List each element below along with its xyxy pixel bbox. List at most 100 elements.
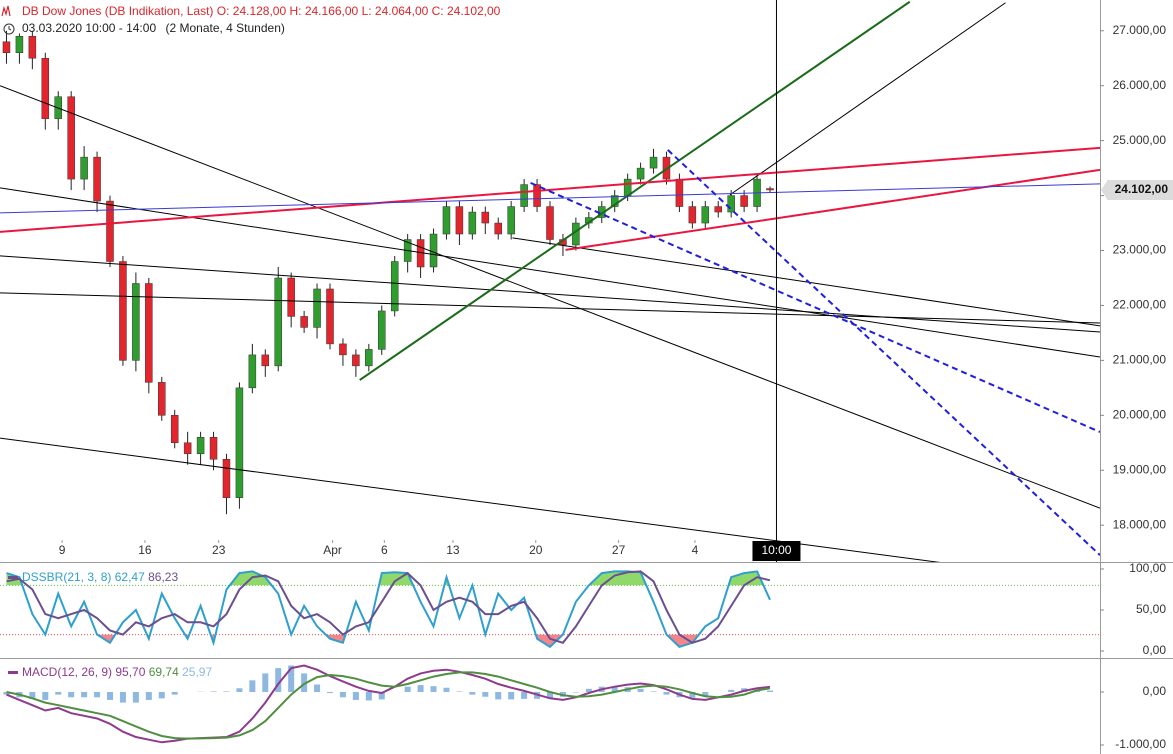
candle-body (183, 442, 192, 455)
candle-body (352, 354, 360, 367)
histogram-bar (404, 686, 411, 692)
trend-line (0, 183, 1100, 214)
candle-body (93, 156, 101, 202)
candle-body (507, 206, 515, 235)
candle-body (468, 211, 477, 235)
histogram-bar (94, 691, 101, 698)
chart-icon (1, 5, 11, 17)
candle-body (313, 288, 321, 328)
overbought-fill (6, 571, 764, 586)
histogram-bar (275, 668, 282, 692)
candle-body (170, 415, 179, 444)
y-tick-label: 0,00 (1143, 684, 1167, 698)
histogram-bar (145, 691, 152, 700)
last-price-box (1107, 179, 1173, 200)
last-price-pointer (1101, 180, 1107, 199)
histogram-bar (42, 691, 49, 700)
legend-value: 86,23 (148, 570, 178, 584)
legend-value: 95,70 (115, 665, 145, 679)
candle-body (300, 316, 308, 328)
candle-body (649, 156, 658, 169)
candle-body (209, 437, 218, 460)
histogram-bar (611, 686, 618, 692)
histogram-bar (171, 691, 178, 695)
histogram-bar (68, 691, 75, 698)
legend-value: 62,47 (115, 570, 145, 584)
histogram-bar (55, 691, 62, 695)
candle-body (714, 206, 722, 213)
candle-body (67, 96, 75, 180)
candle-body (80, 156, 88, 180)
legend-line: DSSBR(21, 3, 8) 62,47 86,23 (22, 570, 178, 584)
histogram-bar (314, 684, 321, 692)
histogram-bar (301, 673, 308, 692)
trend-line (729, 2, 1006, 196)
macd-line (6, 664, 771, 744)
y-tick-label: 21.000,00 (1113, 353, 1167, 367)
trend-line (0, 437, 941, 562)
candle-body (15, 36, 24, 53)
x-tick-label: 27 (612, 543, 626, 557)
histogram-bar (132, 691, 139, 703)
candle-body (261, 354, 270, 367)
indicator-name: DSSBR(21, 3, 8) (22, 570, 111, 584)
trend-line (0, 146, 1100, 233)
histogram-bar (365, 691, 372, 701)
histogram-bar (417, 685, 424, 692)
candle-body (701, 206, 710, 224)
histogram-bar (469, 691, 476, 695)
header: DB Dow Jones (DB Indikation, Last) O: 24… (1, 4, 501, 35)
histogram-bar (663, 691, 670, 695)
oscillator-line (6, 570, 771, 649)
histogram-bar (119, 691, 126, 703)
trend-line (0, 187, 1100, 358)
last-price-label: 24.102,00 (1115, 182, 1169, 196)
legend-value: 69,74 (149, 665, 179, 679)
y-tick-label: 50,00 (1136, 602, 1166, 616)
histogram-bar (495, 691, 502, 700)
histogram-bar (3, 691, 10, 695)
histogram-bar (650, 691, 657, 692)
crosshair-box (752, 541, 801, 561)
y-tick-label: 26.000,00 (1113, 78, 1167, 92)
candle-body (442, 206, 451, 235)
y-tick-label: 23.000,00 (1113, 243, 1167, 257)
y-tick-label: 27.000,00 (1113, 23, 1167, 37)
histogram-bar (262, 673, 269, 692)
trend-line (0, 85, 1100, 509)
histogram-bar (288, 665, 295, 692)
candle-body (675, 178, 684, 207)
y-tick-label: 19.000,00 (1113, 462, 1167, 476)
candle-body (429, 233, 438, 268)
x-tick-label: Apr (323, 543, 342, 557)
y-tick-label: 100,00 (1129, 561, 1166, 575)
candle-body (41, 57, 50, 119)
x-tick-label: 13 (446, 543, 460, 557)
dss-legend: DSSBR(21, 3, 8) 62,47 86,23 (8, 570, 178, 584)
candle-body (520, 184, 528, 207)
histogram-bar (223, 691, 230, 692)
candle-body (274, 277, 282, 367)
x-tick-label: 6 (381, 543, 388, 557)
histogram-bar (689, 691, 696, 698)
histogram-bar (702, 691, 709, 696)
legend-value: 25,97 (182, 665, 212, 679)
y-tick-label: 0,00 (1143, 643, 1167, 657)
candle-body (378, 310, 386, 350)
subtitle: 03.03.2020 10:00 - 14:00 (22, 21, 156, 35)
ohlc-close: C: 24.102,00 (432, 4, 501, 18)
trend-line (530, 181, 1100, 433)
header-line: DB Dow Jones (DB Indikation, Last) O: 24… (22, 4, 501, 18)
legend-icon (8, 576, 18, 579)
candle-body (740, 195, 748, 207)
histogram-bar (378, 691, 385, 700)
histogram-bar (430, 686, 437, 692)
histogram-bar (210, 691, 217, 692)
histogram-bar (339, 691, 346, 698)
y-tick-label: 18.000,00 (1113, 517, 1167, 531)
trend-line (0, 255, 1100, 333)
histogram-bar (728, 689, 735, 692)
candle-body (455, 206, 464, 235)
y-tick-label: 25.000,00 (1113, 133, 1167, 147)
